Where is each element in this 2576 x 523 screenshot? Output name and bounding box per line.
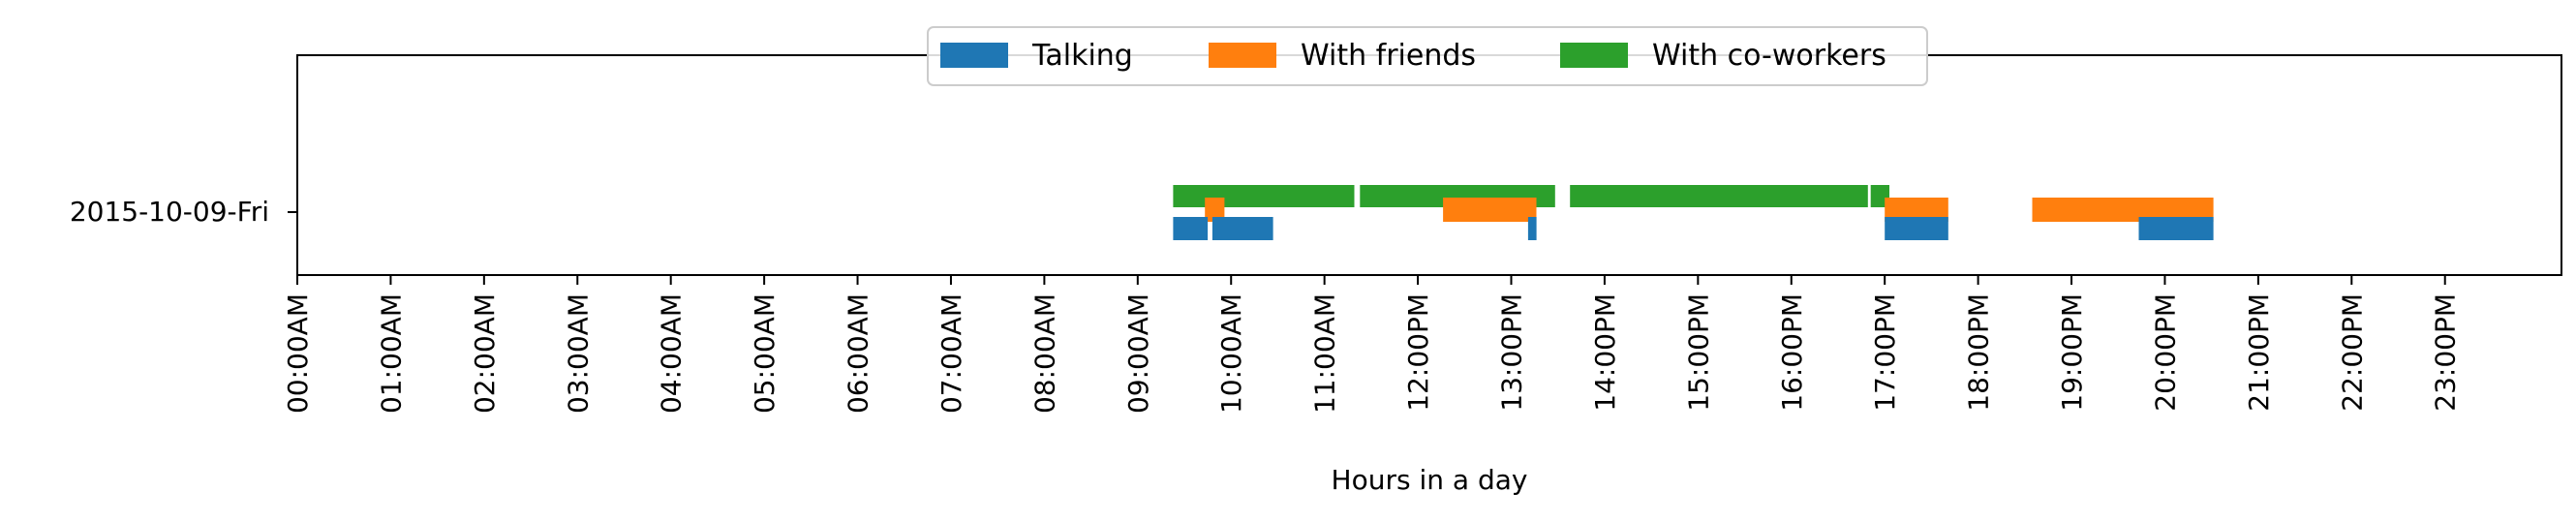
x-tick-label: 18:00PM [1963, 293, 1995, 412]
bar-talking [2138, 217, 2214, 240]
x-tick-label: 17:00PM [1869, 293, 1901, 412]
x-tick-label: 20:00PM [2149, 293, 2181, 412]
bar-with-co-workers [1173, 185, 1355, 207]
bar-talking [1173, 217, 1209, 240]
bar-with-co-workers [1570, 185, 1868, 207]
bar-with-friends [1443, 198, 1537, 222]
x-tick-label: 19:00PM [2056, 293, 2088, 412]
legend-label-with-friends: With friends [1301, 39, 1476, 73]
legend-swatch-with-co-workers [1560, 43, 1628, 68]
x-tick-label: 23:00PM [2430, 293, 2462, 412]
y-tick-label: 2015-10-09-Fri [70, 196, 269, 228]
bar-with-friends [1205, 198, 1225, 222]
legend-swatch-talking [940, 43, 1008, 68]
bar-talking [1211, 217, 1273, 240]
legend: Talking With friends With co-workers [927, 26, 1928, 86]
x-tick-label: 03:00AM [562, 293, 594, 414]
x-tick-label: 21:00PM [2243, 293, 2275, 412]
x-tick-label: 14:00PM [1589, 293, 1621, 412]
x-tick-label: 22:00PM [2336, 293, 2368, 412]
legend-frame [927, 26, 1928, 86]
x-tick-label: 05:00AM [749, 293, 781, 414]
x-axis: 00:00AM 01:00AM 02:00AM 03:00AM 04:00AM 05:00… [282, 275, 2462, 414]
x-tick-label: 06:00AM [843, 293, 874, 414]
bars-layer [1173, 185, 2214, 240]
bar-with-co-workers [1870, 185, 1889, 207]
x-tick-label: 07:00AM [935, 293, 967, 414]
x-tick-label: 12:00PM [1402, 293, 1434, 412]
y-axis: 2015-10-09-Fri [70, 196, 297, 228]
x-tick-label: 08:00AM [1028, 293, 1060, 414]
x-tick-label: 04:00AM [656, 293, 688, 414]
x-tick-label: 01:00AM [375, 293, 407, 414]
plot-frame [296, 54, 2562, 276]
x-tick-label: 09:00AM [1122, 293, 1154, 414]
x-tick-label: 16:00PM [1776, 293, 1808, 412]
x-tick-label: 02:00AM [469, 293, 501, 414]
bar-talking [1885, 217, 1948, 240]
x-tick-label: 13:00PM [1495, 293, 1527, 412]
x-axis-label: Hours in a day [1332, 464, 1528, 496]
legend-label-with-co-workers: With co-workers [1652, 39, 1886, 73]
legend-swatch-with-friends [1209, 43, 1276, 68]
legend-label-talking: Talking [1031, 39, 1133, 73]
bar-talking [1527, 217, 1537, 240]
x-tick-label: 10:00AM [1215, 293, 1247, 414]
x-tick-label: 00:00AM [282, 293, 314, 414]
x-tick-label: 15:00PM [1682, 293, 1714, 412]
x-tick-label: 11:00AM [1309, 293, 1341, 414]
